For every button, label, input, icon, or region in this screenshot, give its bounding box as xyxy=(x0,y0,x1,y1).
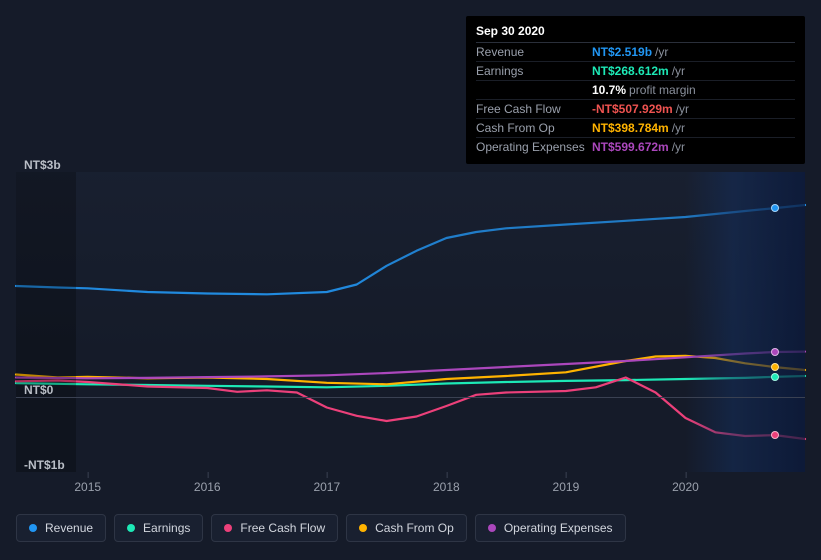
plot-svg xyxy=(16,172,805,472)
hover-marker-earnings xyxy=(771,373,779,381)
tooltip-row-suffix: /yr xyxy=(672,140,685,154)
plot-area xyxy=(16,172,805,472)
x-tick-label: 2020 xyxy=(672,480,699,494)
legend-dot-icon xyxy=(224,524,232,532)
x-axis: 2015 2016 2017 2018 2019 2020 xyxy=(16,480,805,500)
series-revenue xyxy=(16,205,805,294)
tooltip-row-suffix: /yr xyxy=(672,64,685,78)
tooltip-row: Free Cash Flow-NT$507.929m/yr xyxy=(476,100,795,119)
tooltip-row-value: -NT$507.929m xyxy=(592,102,673,116)
legend-item-label: Revenue xyxy=(45,521,93,535)
hover-marker-revenue xyxy=(771,204,779,212)
series-fcf xyxy=(16,378,805,440)
y-tick-label: -NT$1b xyxy=(24,458,65,472)
hover-marker-cfo xyxy=(771,363,779,371)
x-tick-label: 2018 xyxy=(433,480,460,494)
tooltip-row-label: Cash From Op xyxy=(476,121,592,135)
hover-marker-opex xyxy=(771,348,779,356)
tooltip-row-value: NT$398.784m xyxy=(592,121,669,135)
tooltip-row-value: NT$268.612m xyxy=(592,64,669,78)
tooltip-row-value: 10.7% xyxy=(592,83,626,97)
tooltip-row-suffix: profit margin xyxy=(629,83,696,97)
tooltip-row-label: Operating Expenses xyxy=(476,140,592,154)
legend-item-label: Free Cash Flow xyxy=(240,521,325,535)
legend-item-fcf[interactable]: Free Cash Flow xyxy=(211,514,338,542)
tooltip-row-label: Free Cash Flow xyxy=(476,102,592,116)
financials-chart[interactable]: NT$3b NT$0 -NT$1b xyxy=(16,155,805,475)
tooltip-row: Operating ExpensesNT$599.672m/yr xyxy=(476,138,795,156)
tooltip-row: Cash From OpNT$398.784m/yr xyxy=(476,119,795,138)
x-tick-label: 2016 xyxy=(194,480,221,494)
legend: Revenue Earnings Free Cash Flow Cash From O… xyxy=(16,514,626,542)
legend-dot-icon xyxy=(127,524,135,532)
x-tick-label: 2019 xyxy=(553,480,580,494)
tooltip-row: EarningsNT$268.612m/yr xyxy=(476,62,795,81)
tooltip-row-suffix: /yr xyxy=(676,102,689,116)
legend-item-cfo[interactable]: Cash From Op xyxy=(346,514,467,542)
legend-item-label: Operating Expenses xyxy=(504,521,613,535)
y-tick-label: NT$3b xyxy=(24,158,61,172)
tooltip-row-label: Revenue xyxy=(476,45,592,59)
tooltip-row-label: Earnings xyxy=(476,64,592,78)
tooltip-row-value: NT$2.519b xyxy=(592,45,652,59)
tooltip-row: RevenueNT$2.519b/yr xyxy=(476,43,795,62)
legend-item-earnings[interactable]: Earnings xyxy=(114,514,203,542)
hover-marker-fcf xyxy=(771,431,779,439)
zero-baseline xyxy=(16,397,805,398)
legend-item-label: Earnings xyxy=(143,521,190,535)
legend-item-opex[interactable]: Operating Expenses xyxy=(475,514,626,542)
tooltip-row: 10.7%profit margin xyxy=(476,81,795,100)
x-tick-label: 2015 xyxy=(74,480,101,494)
y-tick-label: NT$0 xyxy=(24,383,53,397)
legend-dot-icon xyxy=(359,524,367,532)
legend-item-label: Cash From Op xyxy=(375,521,454,535)
legend-dot-icon xyxy=(488,524,496,532)
tooltip-row-suffix: /yr xyxy=(672,121,685,135)
tooltip-row-suffix: /yr xyxy=(655,45,668,59)
x-tick-label: 2017 xyxy=(313,480,340,494)
legend-item-revenue[interactable]: Revenue xyxy=(16,514,106,542)
chart-tooltip: Sep 30 2020 RevenueNT$2.519b/yrEarningsN… xyxy=(466,16,805,164)
legend-dot-icon xyxy=(29,524,37,532)
tooltip-date: Sep 30 2020 xyxy=(476,22,795,43)
tooltip-row-value: NT$599.672m xyxy=(592,140,669,154)
